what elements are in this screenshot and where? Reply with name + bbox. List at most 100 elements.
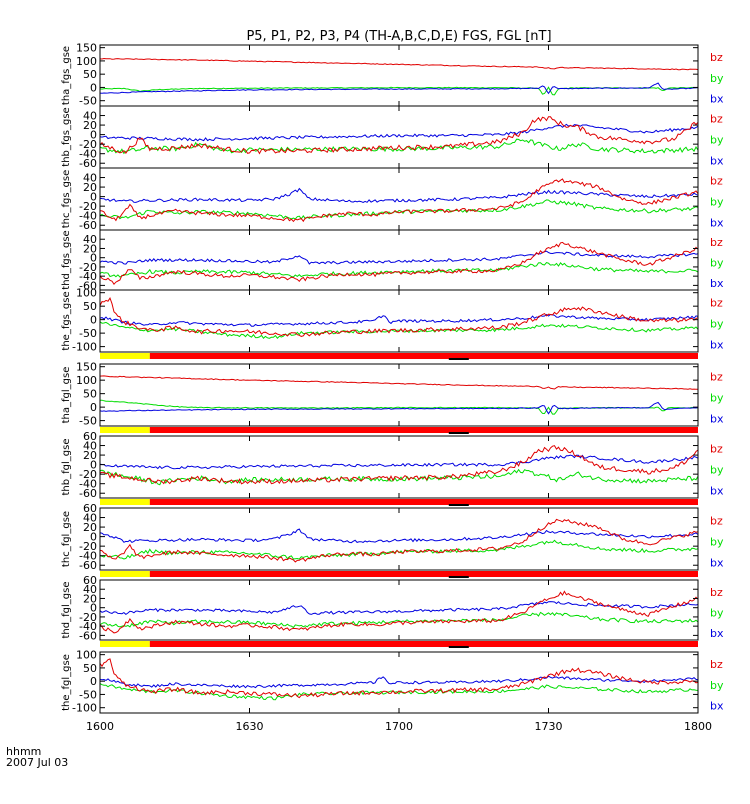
series-line-bx (99, 250, 699, 265)
legend-bz: bz (710, 236, 723, 249)
status-bar-yellow (100, 427, 150, 433)
series-line-bx (99, 123, 699, 142)
legend-bx: bx (710, 155, 724, 168)
legend-bx: bx (710, 557, 724, 570)
panel-ylabel: thc_fgs_gse (61, 170, 72, 229)
panel-frame (99, 44, 699, 107)
y-tick-label: 50 (83, 388, 97, 401)
status-bar-marker (448, 646, 469, 648)
legend-by: by (710, 72, 724, 85)
y-tick-label: -60 (79, 157, 97, 170)
x-axis-date-label: 2007 Jul 03 (6, 756, 69, 769)
legend-bz: bz (710, 296, 723, 309)
x-tick-label: 1700 (385, 720, 413, 733)
panel-frame (99, 363, 699, 427)
status-bar-yellow (100, 499, 150, 505)
series-line-bz (99, 57, 699, 71)
legend-bx: bx (710, 700, 724, 713)
legend-by: by (710, 195, 724, 208)
y-tick-label: -40 (79, 478, 97, 491)
y-tick-label: 40 (83, 233, 97, 246)
y-tick-label: 0 (90, 252, 97, 265)
legend-bz: bz (710, 658, 723, 671)
legend-bx: bx (710, 413, 724, 426)
y-tick-label: -20 (79, 200, 97, 213)
panel-frame (99, 167, 699, 231)
status-bar-marker (448, 358, 469, 360)
y-tick-label: -60 (79, 279, 97, 292)
x-tick-label: 1800 (684, 720, 712, 733)
y-tick-label: 0 (90, 602, 97, 615)
x-tick-label: 1730 (535, 720, 563, 733)
y-tick-label: -40 (79, 210, 97, 223)
series-line-bz (99, 590, 699, 634)
y-tick-label: 150 (76, 361, 97, 374)
legend-bx: bx (710, 339, 724, 352)
panel-ylabel: thb_fgl_gse (61, 439, 72, 496)
y-tick-label: 50 (83, 300, 97, 313)
series-line-by (99, 321, 699, 339)
panel-ylabel: thc_fgl_gse (61, 511, 72, 567)
status-bar-marker (448, 576, 469, 578)
y-tick-label: -60 (79, 487, 97, 500)
legend-bz: bz (710, 586, 723, 599)
y-tick-label: -50 (79, 688, 97, 701)
series-line-bz (99, 658, 699, 699)
status-bar-red (149, 427, 699, 433)
series-line-bz (99, 375, 699, 390)
panel-ylabel: the_fgl_gse (61, 654, 72, 711)
y-tick-label: -40 (79, 550, 97, 563)
y-tick-label: -60 (79, 629, 97, 642)
y-tick-label: 20 (83, 242, 97, 255)
series-line-by (99, 611, 699, 629)
status-bar-red (149, 353, 699, 359)
legend-by: by (710, 606, 724, 619)
y-tick-label: 100 (76, 374, 97, 387)
y-tick-label: -50 (79, 415, 97, 428)
panel-ylabel: thd_fgs_gse (61, 230, 72, 289)
series-line-bx (99, 601, 699, 616)
series-line-by (99, 199, 699, 220)
series-line-bx (99, 401, 699, 415)
panel-frame (99, 289, 699, 353)
y-tick-label: 60 (83, 430, 97, 443)
status-bar-red (149, 641, 699, 647)
status-bar-yellow (100, 353, 150, 359)
y-tick-label: 40 (83, 512, 97, 525)
legend-bx: bx (710, 217, 724, 230)
y-tick-label: 20 (83, 521, 97, 534)
y-tick-label: 100 (76, 55, 97, 68)
status-bar-red (149, 499, 699, 505)
y-tick-label: 0 (90, 531, 97, 544)
y-tick-label: 20 (83, 181, 97, 194)
legend-bx: bx (710, 485, 724, 498)
panel-ylabel: tha_fgl_gse (61, 367, 72, 424)
series-line-bx (99, 675, 699, 689)
series-line-bz (99, 241, 699, 286)
series-line-bx (99, 82, 698, 95)
y-tick-label: 50 (83, 68, 97, 81)
legend-by: by (710, 463, 724, 476)
legend-by: by (710, 535, 724, 548)
status-bar-yellow (100, 641, 150, 647)
x-tick-label: 1600 (86, 720, 114, 733)
y-tick-label: -40 (79, 270, 97, 283)
y-tick-label: 0 (90, 459, 97, 472)
panel-frame (99, 507, 699, 571)
panel-frame (99, 651, 699, 714)
y-tick-label: 100 (76, 287, 97, 300)
legend-by: by (710, 679, 724, 692)
legend-bz: bz (710, 370, 723, 383)
series-line-bz (99, 518, 699, 563)
y-tick-label: -20 (79, 540, 97, 553)
legend-by: by (710, 256, 724, 269)
panel-ylabel: thb_fgs_gse (61, 107, 72, 166)
panel-frame (99, 105, 699, 169)
series-line-bz (99, 296, 699, 337)
series-line-bz (99, 116, 699, 155)
series-line-bx (99, 187, 699, 204)
series-line-bz (99, 445, 699, 485)
y-tick-label: 0 (90, 81, 97, 94)
y-tick-label: -50 (79, 327, 97, 340)
